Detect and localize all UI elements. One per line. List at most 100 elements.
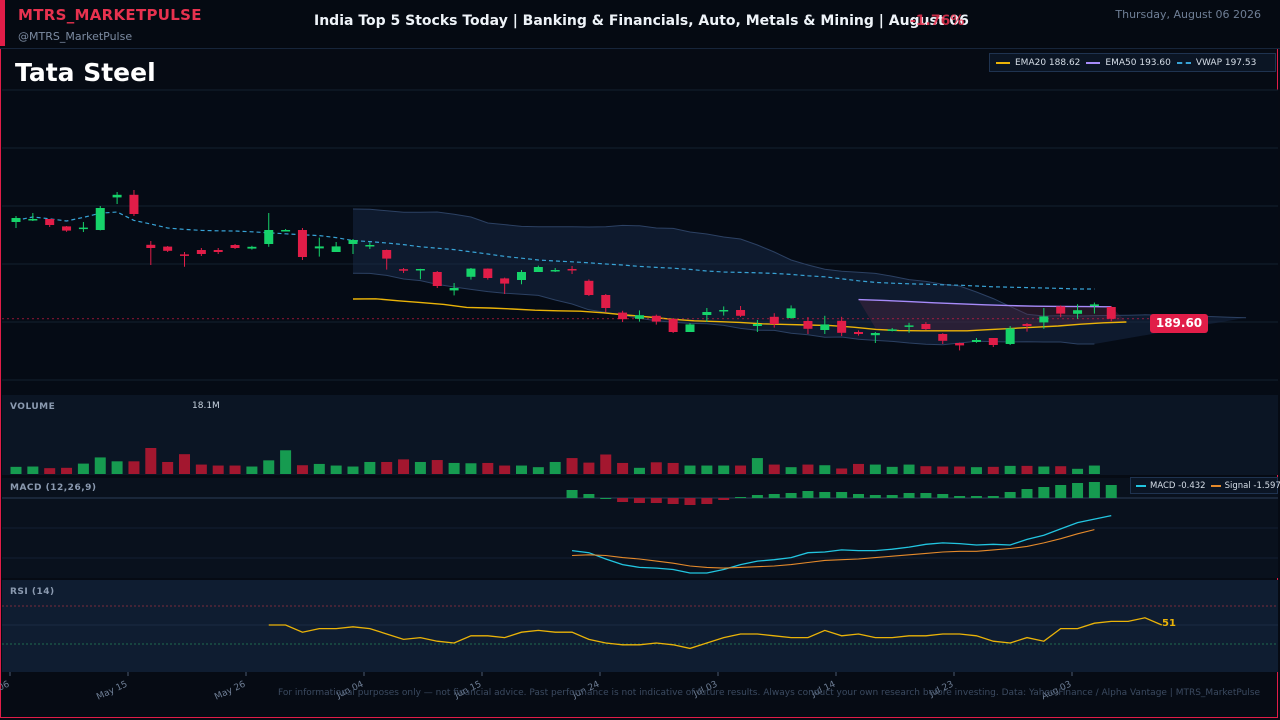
candle-body xyxy=(1005,328,1015,344)
candle-body xyxy=(736,310,746,316)
volume-bar xyxy=(448,462,460,474)
macd-histogram-bar xyxy=(667,498,679,504)
vwap-line xyxy=(15,211,1095,290)
candle-body xyxy=(769,316,779,324)
candle-body xyxy=(432,272,442,286)
legend-signal-label: Signal -1.597 xyxy=(1224,480,1280,491)
legend-vwap-label: VWAP 197.53 xyxy=(1195,57,1257,68)
candle-body xyxy=(348,240,358,244)
volume-bar xyxy=(296,465,308,474)
volume-bar xyxy=(701,465,713,474)
candle-body xyxy=(28,219,38,221)
candle-body xyxy=(213,250,223,252)
candle-body xyxy=(297,230,307,257)
volume-bar xyxy=(179,454,190,474)
volume-bar xyxy=(768,464,780,474)
legend-ema50-label: EMA50 193.60 xyxy=(1105,57,1171,68)
legend-vwap: VWAP 197.53 xyxy=(1176,57,1257,68)
legend-macd: MACD -0.432 xyxy=(1136,481,1206,491)
volume-bar xyxy=(212,465,224,474)
volume-bar xyxy=(735,465,747,474)
volume-bar xyxy=(77,463,89,474)
macd-histogram-bar xyxy=(853,494,864,498)
volume-bar xyxy=(869,464,881,474)
legend-signal: Signal -1.597 xyxy=(1210,480,1280,491)
candle-body xyxy=(803,321,813,329)
candle-body xyxy=(955,343,965,346)
volume-bar xyxy=(330,465,342,474)
candle-body xyxy=(415,269,425,271)
candle-body xyxy=(971,340,981,342)
macd-histogram-bar xyxy=(785,493,797,498)
candle-body xyxy=(365,245,375,247)
candle-body xyxy=(112,194,122,198)
candle-body xyxy=(567,269,577,271)
macd-histogram-bar xyxy=(886,495,898,498)
macd-line xyxy=(571,514,1112,574)
volume-bar xyxy=(263,460,275,474)
volume-bar xyxy=(431,460,443,474)
volume-bar xyxy=(347,466,359,474)
volume-bar xyxy=(10,466,22,474)
volume-bar xyxy=(145,448,157,474)
candle-body xyxy=(264,230,274,244)
ema50-line xyxy=(858,298,1112,308)
candle-body xyxy=(146,244,156,248)
candle-body xyxy=(230,245,240,248)
volume-bar xyxy=(886,466,898,474)
volume-bar xyxy=(718,465,730,474)
volume-bar xyxy=(246,466,258,474)
ema20-line xyxy=(352,298,1127,332)
x-tick-label: May 26 xyxy=(213,680,247,703)
macd-histogram-bar xyxy=(1055,485,1067,498)
volume-bar xyxy=(532,467,544,474)
brand-name: MTRS_MARKETPULSE xyxy=(18,6,202,24)
macd-histogram-bar xyxy=(1038,487,1050,498)
volume-bar xyxy=(61,467,73,474)
candle-body xyxy=(247,246,257,249)
volume-bar xyxy=(465,463,477,474)
volume-bar xyxy=(633,467,645,474)
candle-body xyxy=(517,272,526,280)
rsi-panel-label: RSI (14) xyxy=(10,587,55,597)
candle-body xyxy=(938,334,948,341)
bollinger-band-fill xyxy=(353,209,1247,345)
legend-ema20-label: EMA20 188.62 xyxy=(1015,57,1081,68)
volume-bar xyxy=(162,461,174,474)
accent-bar xyxy=(0,0,5,46)
candle-body xyxy=(466,268,476,277)
volume-bar xyxy=(600,454,612,474)
candle-body xyxy=(281,230,291,232)
volume-bar xyxy=(920,466,932,474)
volume-bar xyxy=(27,466,39,474)
ticker-title: Tata Steel xyxy=(15,58,156,87)
candle-body xyxy=(668,319,678,332)
volume-bar xyxy=(617,462,629,474)
candle-body xyxy=(95,208,105,230)
macd-histogram-bar xyxy=(937,494,949,498)
volume-bar xyxy=(954,466,966,474)
candle-body xyxy=(854,332,863,334)
volume-bar xyxy=(987,466,999,474)
volume-bar xyxy=(903,464,915,474)
volume-bar xyxy=(364,461,376,474)
candle-body xyxy=(62,226,72,231)
macd-histogram-bar xyxy=(633,498,645,503)
candle-body xyxy=(163,246,173,251)
macd-histogram-bar xyxy=(684,498,696,505)
candle-body xyxy=(1039,316,1049,323)
macd-histogram-bar xyxy=(735,497,747,498)
candle-body xyxy=(550,270,560,272)
brand-handle: @MTRS_MarketPulse xyxy=(18,30,133,43)
volume-bar xyxy=(94,457,106,474)
volume-bar xyxy=(583,462,595,474)
candle-body xyxy=(988,338,998,345)
bollinger-upper-band xyxy=(352,208,1247,319)
volume-bar xyxy=(280,450,292,474)
macd-histogram-bar xyxy=(566,490,578,498)
candle-body xyxy=(500,278,510,284)
volume-bar xyxy=(44,468,56,474)
candle-body xyxy=(1056,306,1066,314)
headline: India Top 5 Stocks Today | Banking & Fin… xyxy=(314,13,969,29)
